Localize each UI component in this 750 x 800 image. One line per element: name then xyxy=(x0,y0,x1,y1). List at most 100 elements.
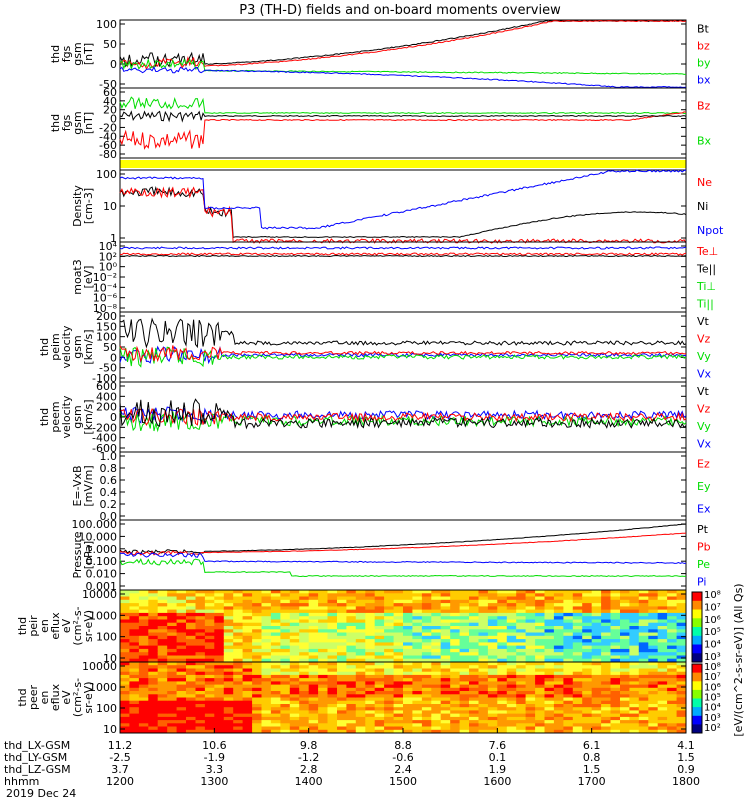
spectrogram-cell xyxy=(582,642,593,647)
spectrogram-cell xyxy=(572,665,583,669)
spectrogram-cell xyxy=(355,590,366,594)
spectrogram-cell xyxy=(195,687,206,692)
spectrogram-cell xyxy=(620,674,630,679)
spectrogram-cell xyxy=(337,603,347,607)
spectrogram-cell xyxy=(270,635,281,640)
line-Vy xyxy=(119,346,687,368)
spectrogram-cell xyxy=(148,645,159,650)
spectrogram-cell xyxy=(195,603,206,607)
spectrogram-cell xyxy=(186,626,196,630)
spectrogram-cell xyxy=(638,632,649,637)
spectrogram-cell xyxy=(403,658,413,663)
y-axis-label: (cm²-s- xyxy=(71,606,84,645)
spectrogram-cell xyxy=(553,723,564,727)
spectrogram-cell xyxy=(638,710,649,715)
spectrogram-cell xyxy=(120,700,130,705)
y-tick-label: 10 xyxy=(103,723,117,736)
spectrogram-cell xyxy=(393,609,404,614)
spectrogram-cell xyxy=(261,626,272,630)
colorbar-cell xyxy=(692,674,702,677)
spectrogram-cell xyxy=(167,697,178,702)
spectrogram-cell xyxy=(374,629,385,634)
spectrogram-cell xyxy=(563,658,574,663)
spectrogram-cell xyxy=(553,713,564,718)
spectrogram-cell xyxy=(478,590,489,594)
spectrogram-cell xyxy=(233,665,244,669)
spectrogram-cell xyxy=(516,704,527,708)
spectrogram-cell xyxy=(270,622,281,627)
spectrogram-cell xyxy=(157,671,168,676)
spectrogram-cell xyxy=(450,720,461,724)
legend-Pt: Pt xyxy=(697,523,709,536)
x-tick-label: 1500 xyxy=(389,775,417,788)
spectrogram-cell xyxy=(516,632,527,637)
spectrogram-cell xyxy=(299,668,310,673)
spectrogram-cell xyxy=(516,720,527,724)
spectrogram-cell xyxy=(223,700,234,705)
spectrogram-cell xyxy=(431,603,442,607)
colorbar-cell xyxy=(692,670,702,674)
spectrogram-cell xyxy=(582,674,593,679)
spectrogram-cell xyxy=(148,609,159,614)
spectrogram-cell xyxy=(280,716,291,721)
spectrogram-cell xyxy=(365,645,376,650)
spectrogram-cell xyxy=(393,599,404,604)
spectrogram-cell xyxy=(214,629,225,634)
spectrogram-cell xyxy=(506,707,517,711)
spectrogram-cell xyxy=(459,694,470,698)
spectrogram-cell xyxy=(129,716,140,721)
spectrogram-cell xyxy=(157,648,168,653)
spectrogram-cell xyxy=(648,694,659,698)
spectrogram-cell xyxy=(487,599,498,604)
spectrogram-cell xyxy=(478,687,489,692)
spectrogram-cell xyxy=(120,626,130,630)
colorbar-cell xyxy=(692,604,702,607)
spectrogram-cell xyxy=(384,599,394,604)
spectrogram-cell xyxy=(412,632,423,637)
spectrogram-cell xyxy=(242,635,253,640)
spectrogram-cell xyxy=(412,700,423,705)
spectrogram-cell xyxy=(629,645,640,650)
spectrogram-cell xyxy=(318,606,328,611)
spectrogram-cell xyxy=(450,662,461,666)
line-Bz xyxy=(119,111,687,150)
spectrogram-cell xyxy=(204,612,215,617)
spectrogram-cell xyxy=(450,612,461,617)
spectrogram-cell xyxy=(327,635,338,640)
spectrogram-cell xyxy=(129,612,140,617)
spectrogram-cell xyxy=(157,674,168,679)
spectrogram-cell xyxy=(129,622,140,627)
spectrogram-cell xyxy=(572,668,583,673)
spectrogram-cell xyxy=(553,596,564,601)
spectrogram-cell xyxy=(242,684,253,689)
spectrogram-cell xyxy=(195,723,206,727)
spectrogram-cell xyxy=(186,720,196,724)
spectrogram-cell xyxy=(544,609,555,614)
spectrogram-cell xyxy=(610,684,621,689)
spectrogram-cell xyxy=(148,619,159,624)
spectrogram-cell xyxy=(148,612,159,617)
x-tick-label: 1700 xyxy=(578,775,606,788)
colorbar-cell xyxy=(692,613,702,616)
spectrogram-cell xyxy=(270,629,281,634)
spectrogram-cell xyxy=(591,726,602,731)
spectrogram-cell xyxy=(506,645,517,650)
spectrogram-cell xyxy=(431,655,442,660)
spectrogram-cell xyxy=(129,674,140,679)
spectrogram-cell xyxy=(412,681,423,686)
spectrogram-cell xyxy=(601,596,611,601)
spectrogram-cell xyxy=(261,648,272,653)
spectrogram-cell xyxy=(459,639,470,643)
spectrogram-cell xyxy=(214,609,225,614)
spectrogram-cell xyxy=(572,609,583,614)
spectrogram-cell xyxy=(138,642,149,647)
spectrogram-cell xyxy=(129,655,140,660)
spectrogram-cell xyxy=(308,645,319,650)
spectrogram-cell xyxy=(157,720,168,724)
spectrogram-cell xyxy=(553,700,564,705)
colorbar-tick-label: 10⁸ xyxy=(704,590,721,601)
spectrogram-cell xyxy=(280,629,291,634)
spectrogram-cell xyxy=(506,612,517,617)
spectrogram-cell xyxy=(506,622,517,627)
spectrogram-cell xyxy=(270,652,281,656)
